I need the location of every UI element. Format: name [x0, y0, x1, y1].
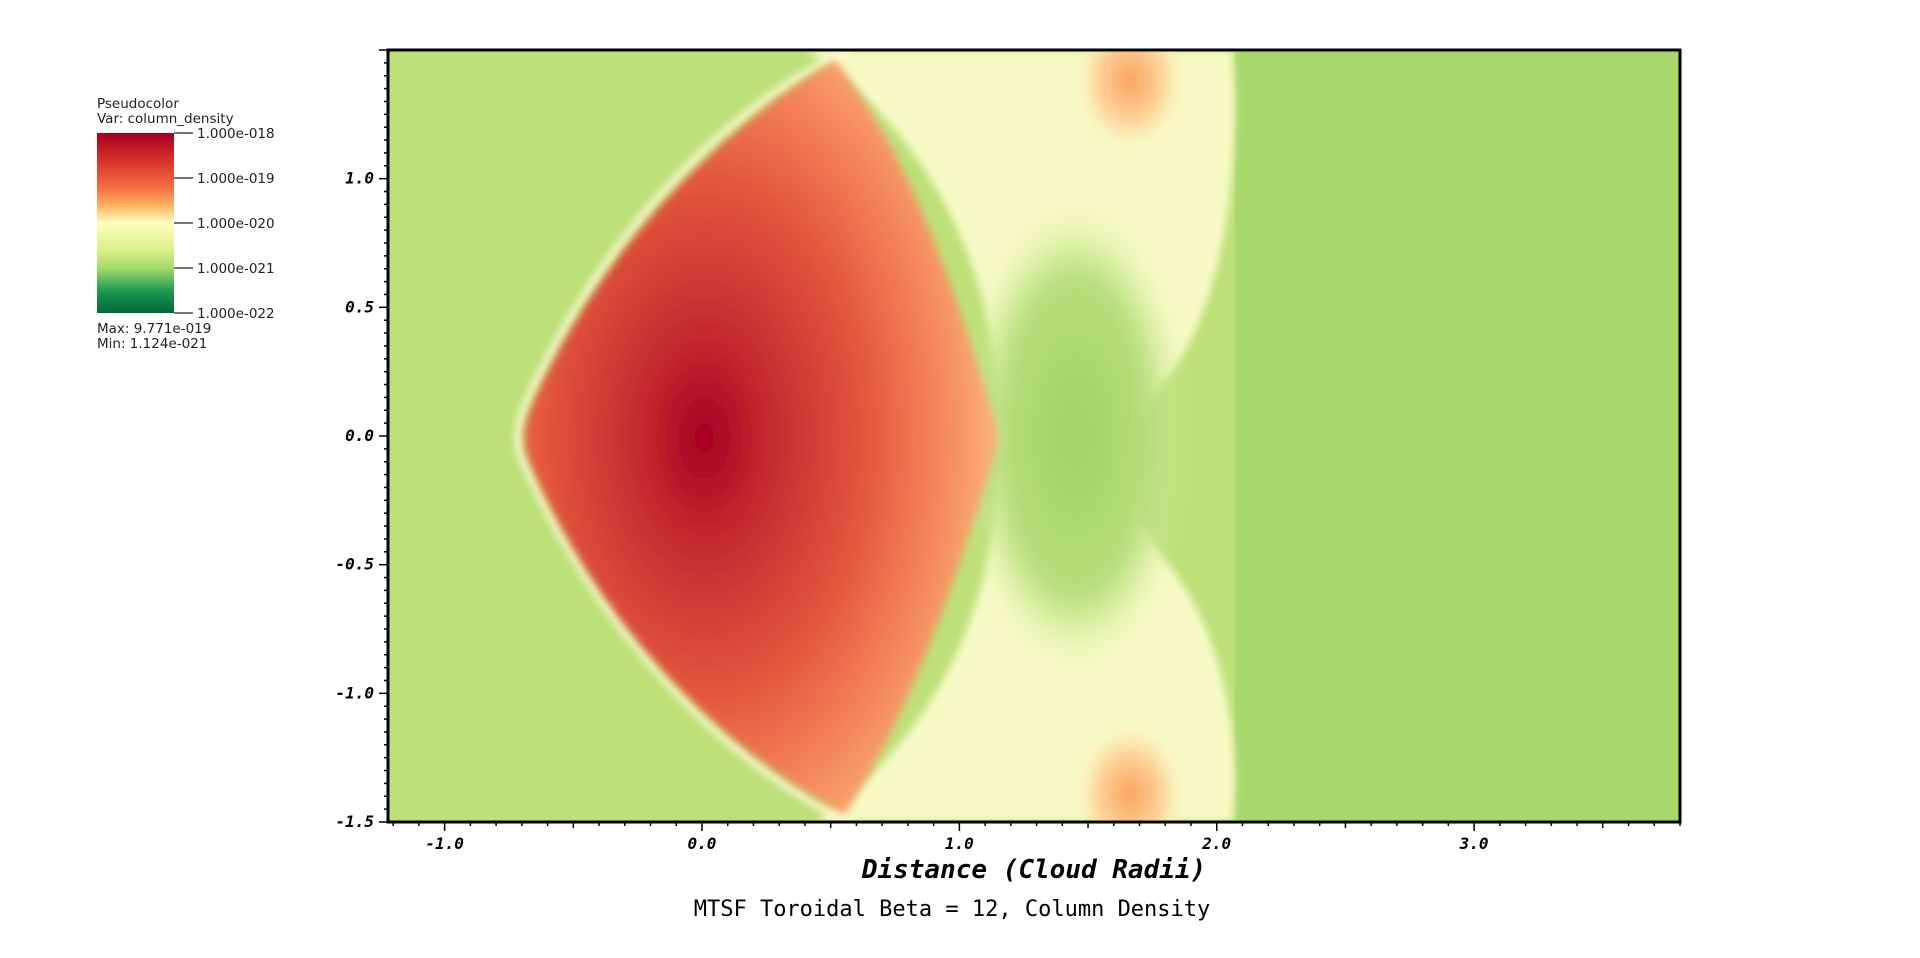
x-tick-label: 1.0 [945, 834, 974, 853]
legend-scale-label: 1.000e-021 [197, 261, 275, 277]
y-tick-label: -1.0 [335, 683, 374, 702]
x-axis-title: Distance (Cloud Radii) [861, 855, 1206, 885]
legend-max: Max: 9.771e-019 [97, 321, 211, 337]
chart-title: MTSF Toroidal Beta = 12, Column Density [694, 897, 1211, 922]
x-tick-label: 3.0 [1459, 834, 1489, 853]
dense-core [524, 60, 998, 815]
x-tick-label: 0.0 [688, 834, 717, 853]
legend-scale-label: 1.000e-022 [197, 306, 275, 322]
legend-min: Min: 1.124e-021 [97, 336, 207, 352]
legend-scale-label: 1.000e-018 [197, 126, 275, 142]
x-tick-label: 2.0 [1201, 834, 1231, 853]
y-tick-label: -0.5 [335, 555, 374, 574]
colorbar [97, 133, 174, 313]
x-tick-label: -1.0 [425, 834, 464, 853]
wake-inner-green [965, 206, 1185, 666]
legend-title: Pseudocolor [97, 96, 179, 112]
bow-shock-edge [514, 50, 852, 822]
legend-variable: Var: column_density [97, 111, 234, 127]
y-axis: 1.0 0.5 0.0 -0.5 -1.0 -1.5 [335, 49, 388, 831]
y-tick-label: 0.0 [345, 426, 374, 445]
y-tick-label: -1.5 [335, 812, 374, 831]
plot-area: -1.0 0.0 1.0 2.0 3.0 1.0 0.5 0.0 -0.5 -1.0 -1.5 [335, 48, 1682, 853]
x-axis: -1.0 0.0 1.0 2.0 3.0 [392, 822, 1681, 853]
legend-scale-label: 1.000e-020 [197, 216, 275, 232]
colorbar-legend: Pseudocolor Var: column_density 1.000e-0… [97, 96, 275, 352]
y-tick-label: 1.0 [345, 169, 374, 188]
lower-lobe [1075, 725, 1185, 822]
y-tick-label: 0.5 [345, 297, 374, 316]
legend-scale-label: 1.000e-019 [197, 171, 275, 187]
column-density-image [388, 50, 1680, 822]
downstream-region [1235, 50, 1680, 822]
upper-lobe [1075, 50, 1185, 150]
